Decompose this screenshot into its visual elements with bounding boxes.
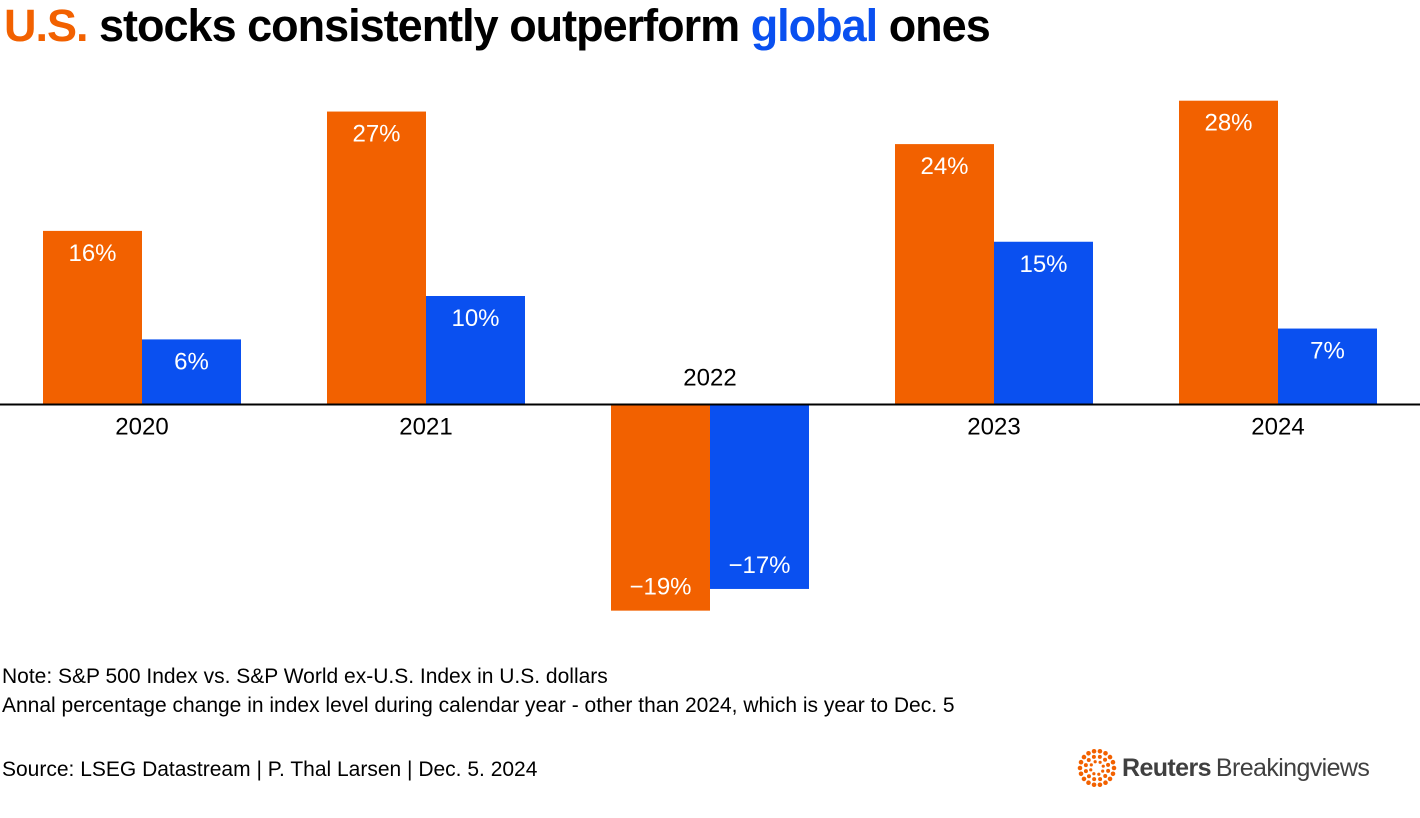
logo-dot — [1110, 771, 1116, 777]
category-label-2023: 2023 — [967, 414, 1020, 441]
logo-dot — [1107, 776, 1113, 782]
bar-us-2022 — [611, 404, 710, 611]
logo-dot — [1098, 760, 1102, 764]
logo-breakingviews-text: Breakingviews — [1215, 753, 1370, 782]
logo-dot — [1093, 760, 1097, 764]
logo-dot — [1097, 748, 1103, 754]
logo-dot — [1106, 762, 1111, 767]
category-label-2021: 2021 — [399, 414, 452, 441]
value-label-global-2020: 6% — [174, 348, 209, 375]
logo-dot — [1078, 771, 1084, 777]
logo-dot — [1086, 750, 1091, 756]
note-line-2: Annal percentage change in index level d… — [2, 694, 955, 717]
bar-us-2020 — [43, 230, 142, 405]
logo-dot — [1091, 748, 1097, 754]
logo-dot — [1081, 776, 1087, 782]
logo-dot — [1101, 764, 1105, 768]
bar-global-2024 — [1278, 328, 1377, 405]
value-label-us-2022: −19% — [629, 574, 691, 601]
logo-dot — [1097, 782, 1103, 788]
bar-global-2023 — [994, 241, 1093, 405]
reuters-dots-icon — [1077, 748, 1117, 788]
logo-dot — [1091, 754, 1096, 759]
value-label-us-2021: 27% — [352, 121, 400, 148]
logo-dot — [1078, 759, 1084, 765]
logo-dot — [1092, 777, 1097, 782]
title-end: ones — [877, 0, 991, 51]
bar-group — [43, 100, 1377, 611]
bar-global-2021 — [426, 296, 525, 405]
bar-us-2023 — [895, 144, 994, 405]
source-line: Source: LSEG Datastream | P. Thal Larsen… — [2, 758, 538, 781]
chart-title: U.S. stocks consistently outperform glob… — [4, 0, 991, 54]
logo-dot — [1092, 772, 1096, 776]
logo-dot — [1101, 769, 1105, 773]
logo-dot — [1091, 782, 1097, 788]
reuters-breakingviews-logo: Reuters Breakingviews — [1076, 746, 1370, 790]
value-label-us-2024: 28% — [1204, 110, 1252, 137]
title-global: global — [750, 0, 878, 51]
logo-dot — [1103, 774, 1108, 779]
value-label-global-2021: 10% — [451, 305, 499, 332]
logo-dot — [1089, 763, 1093, 767]
logo-dot — [1081, 754, 1087, 760]
value-label-global-2023: 15% — [1019, 251, 1067, 278]
logo-dot — [1097, 772, 1101, 776]
logo-dot — [1086, 774, 1091, 779]
label-group: 16% 6% 2020 27% 10% 2021 −19% −17% 2022 24% 15% 202… — [68, 110, 1344, 601]
logo-dot — [1103, 750, 1108, 756]
logo-dot — [1111, 765, 1117, 771]
value-label-global-2022: −17% — [728, 552, 790, 579]
logo-dot — [1107, 754, 1113, 760]
category-label-2022: 2022 — [683, 365, 736, 392]
bar-us-2024 — [1179, 100, 1278, 405]
bar-global-2020 — [142, 339, 241, 405]
logo-reuters-text: Reuters — [1122, 753, 1212, 782]
logo-dot — [1106, 768, 1111, 773]
logo-dot — [1083, 763, 1088, 768]
logo-dot — [1110, 759, 1116, 765]
logo-dot — [1086, 780, 1091, 786]
logo-dot — [1089, 768, 1093, 772]
logo-dot — [1103, 757, 1108, 762]
bar-global-2022 — [710, 404, 809, 589]
bar-chart: 16% 6% 2020 27% 10% 2021 −19% −17% 2022 24% 15% 202… — [0, 100, 1420, 611]
logo-dot — [1097, 754, 1102, 759]
title-middle: stocks consistently outperform — [87, 0, 751, 51]
value-label-global-2024: 7% — [1310, 338, 1345, 365]
logo-dot — [1086, 757, 1091, 762]
category-label-2024: 2024 — [1251, 414, 1304, 441]
value-label-us-2023: 24% — [920, 153, 968, 180]
title-us: U.S. — [4, 0, 89, 51]
logo-dot — [1083, 769, 1088, 774]
category-label-2020: 2020 — [115, 414, 168, 441]
note-line-1: Note: S&P 500 Index vs. S&P World ex-U.S… — [2, 665, 608, 688]
bar-us-2021 — [327, 111, 426, 405]
logo-dot — [1103, 780, 1108, 786]
logo-dot — [1077, 765, 1083, 771]
value-label-us-2020: 16% — [68, 240, 116, 267]
logo-dot — [1098, 777, 1103, 782]
